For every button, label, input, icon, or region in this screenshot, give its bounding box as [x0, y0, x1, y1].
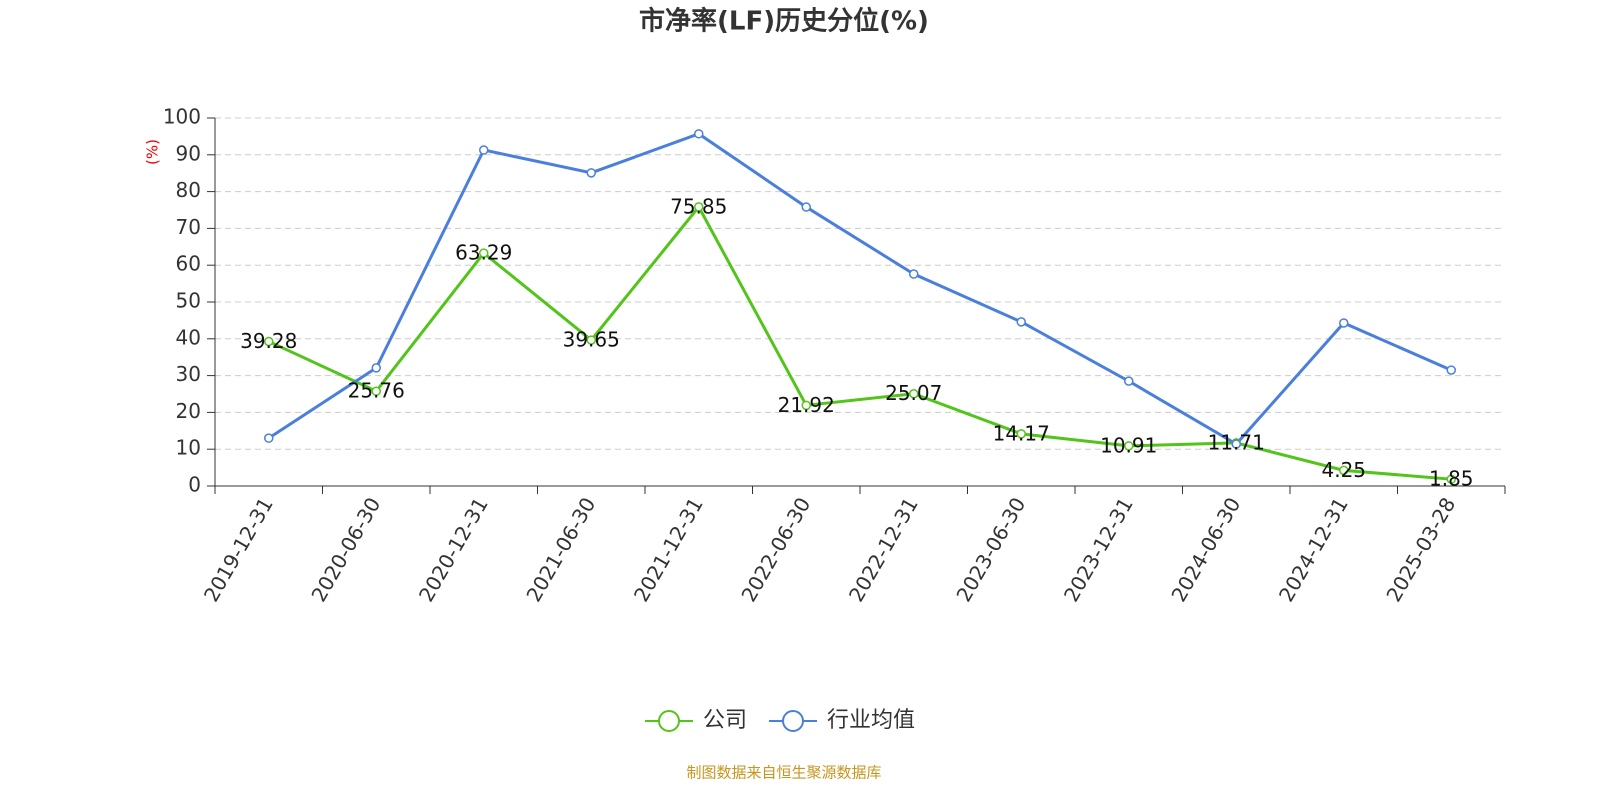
x-tick-label: 2021-12-31 [629, 493, 708, 606]
x-tick-label: 2019-12-31 [199, 493, 278, 606]
data-label: 11.71 [1208, 430, 1265, 454]
point [801, 400, 811, 411]
chart-title: 市净率(LF)历史分位(%) [639, 6, 929, 37]
legend-label: 公司 [703, 708, 747, 733]
y-tick-label: 90 [176, 141, 201, 165]
point [1339, 465, 1349, 476]
data-label: 1.85 [1429, 467, 1474, 491]
point [586, 168, 596, 178]
y-tick-label: 80 [176, 178, 201, 202]
data-label: 25.07 [885, 381, 942, 405]
data-label: 39.28 [240, 329, 297, 353]
point [1446, 474, 1456, 484]
point [909, 269, 919, 279]
y-tick-label: 60 [176, 252, 201, 276]
point [1016, 429, 1026, 439]
data-label: 63.29 [455, 241, 512, 265]
x-tick-label: 2022-06-30 [736, 493, 815, 606]
x-tick-label: 2024-06-30 [1166, 493, 1245, 606]
y-tick-label: 70 [176, 215, 201, 239]
data-label: 25.76 [348, 379, 405, 403]
x-tick-label: 2024-12-31 [1274, 493, 1353, 606]
point [694, 202, 704, 212]
data-label: 4.25 [1321, 458, 1366, 482]
y-axis-label: (%) [144, 139, 162, 165]
point [1124, 441, 1134, 451]
point [1231, 439, 1241, 449]
x-tick-label: 2020-12-31 [414, 493, 493, 606]
point [264, 433, 274, 443]
x-tick-label: 2025-03-28 [1381, 493, 1460, 606]
point [1124, 376, 1134, 386]
series-line [267, 132, 1452, 446]
y-tick-label: 50 [176, 289, 201, 313]
point [371, 363, 381, 373]
y-tick-label: 100 [163, 105, 201, 129]
data-label: 10.91 [1100, 433, 1157, 457]
legend-marker [658, 710, 680, 732]
x-tick-label: 2023-12-31 [1059, 493, 1138, 606]
point [909, 388, 919, 399]
y-tick-label: 40 [176, 325, 201, 349]
point [1446, 365, 1456, 375]
data-label: 14.17 [993, 421, 1050, 445]
point [479, 248, 489, 258]
x-tick-label: 2022-12-31 [844, 493, 923, 606]
point [586, 335, 596, 345]
point [1016, 317, 1026, 327]
data-label: 39.65 [563, 328, 620, 352]
y-tick-label: 10 [176, 436, 201, 460]
point [264, 336, 274, 347]
y-tick-label: 0 [188, 473, 201, 497]
y-tick-label: 20 [176, 399, 201, 423]
point [694, 129, 704, 139]
x-tick-label: 2021-06-30 [521, 493, 600, 606]
point [371, 386, 381, 396]
source-note: 制图数据来自恒生聚源数据库 [686, 764, 881, 782]
point [479, 145, 489, 155]
x-tick-label: 2020-06-30 [306, 493, 385, 606]
series-line [268, 204, 1452, 481]
legend-marker [782, 710, 805, 732]
y-tick-label: 30 [176, 362, 201, 386]
legend-label: 行业均值 [827, 708, 915, 733]
x-tick-label: 2023-06-30 [951, 493, 1030, 606]
data-label: 75.85 [670, 194, 727, 218]
point [801, 202, 811, 212]
data-label: 21.92 [778, 393, 835, 417]
point [1339, 318, 1349, 328]
